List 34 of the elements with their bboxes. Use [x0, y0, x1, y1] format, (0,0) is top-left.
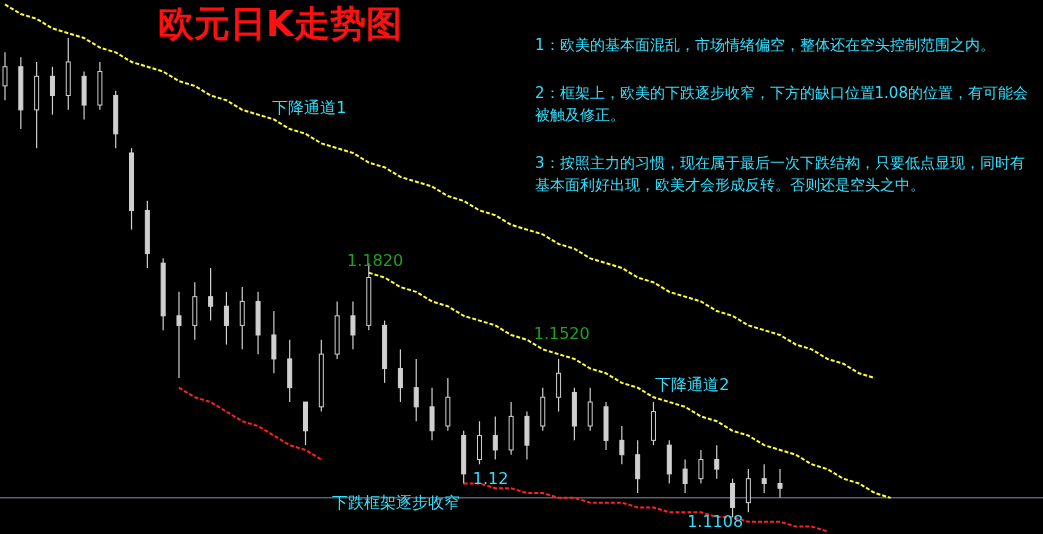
- candlestick: [2, 51, 8, 101]
- candlestick: [714, 444, 720, 480]
- candlestick: [761, 463, 767, 494]
- candlestick: [239, 286, 245, 350]
- candlestick: [492, 415, 498, 461]
- annotation: 1.1820: [347, 250, 404, 270]
- candlestick: [745, 468, 751, 513]
- candlestick: [556, 358, 562, 413]
- candlestick: [682, 458, 688, 494]
- candlestick: [49, 66, 55, 116]
- annotation: 1：欧美的基本面混乱，市场情绪偏空，整体还在空头控制范围之内。: [535, 36, 995, 54]
- annotation: 1.1520: [533, 324, 590, 344]
- candlestick: [176, 291, 182, 379]
- candlestick: [429, 387, 435, 441]
- candlestick: [350, 300, 356, 350]
- candlestick: [223, 291, 229, 346]
- candlestick: [413, 358, 419, 422]
- candlestick: [476, 420, 482, 465]
- candlestick: [587, 387, 593, 432]
- annotation: 1.12: [472, 469, 509, 489]
- candlestick: [635, 439, 641, 494]
- annotation: 2：框架上，欧美的下跌逐步收窄，下方的缺口位置1.08的位置，有可能会被触及修正。: [535, 84, 1028, 124]
- candlestick: [271, 310, 277, 374]
- candlestick: [397, 348, 403, 403]
- chart-title: 欧元日K走势图: [158, 3, 402, 44]
- candlestick: [619, 425, 625, 465]
- candlestick: [777, 468, 783, 499]
- candlestick: [208, 267, 214, 322]
- series-label: 下降通道2: [655, 375, 730, 395]
- annotation: 下跌框架逐步收窄: [331, 493, 460, 513]
- annotation: 1.1108: [687, 512, 744, 532]
- annotation: 3：按照主力的习惯，现在属于最后一次下跌结构，只要低点显现，同时有基本面利好出现，欧美才会形成反转。否则还是空头之中。: [535, 154, 1025, 194]
- series-label: 下降通道1: [272, 98, 347, 118]
- candlestick: [698, 449, 704, 485]
